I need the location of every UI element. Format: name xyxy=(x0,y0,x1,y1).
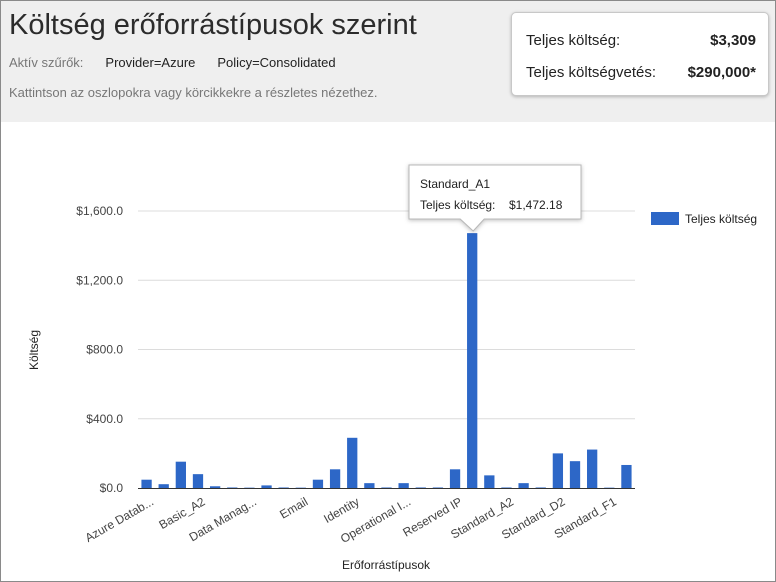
total-cost-value: $3,309 xyxy=(710,32,756,49)
y-axis-title: Költség xyxy=(27,330,41,370)
filter-policy[interactable]: Policy=Consolidated xyxy=(217,55,336,70)
y-tick-label: $800.0 xyxy=(86,343,123,357)
tooltip-label: Teljes költség: xyxy=(420,198,495,212)
total-budget-value: $290,000* xyxy=(687,64,756,81)
bar-series[interactable] xyxy=(141,233,632,489)
gridlines xyxy=(138,210,635,420)
bar[interactable] xyxy=(381,487,392,489)
cost-summary-card: Teljes költség: $3,309 Teljes költségvet… xyxy=(511,12,769,96)
y-axis-ticks: $0.0 $400.0 $800.0 $1,200.0 $1,600.0 xyxy=(76,204,123,495)
legend[interactable]: Teljes költség xyxy=(651,212,757,226)
bar[interactable] xyxy=(364,483,375,488)
x-tick-label: Email xyxy=(277,494,310,521)
bar[interactable] xyxy=(415,487,426,489)
bar[interactable] xyxy=(587,449,598,488)
bar[interactable] xyxy=(227,487,238,489)
y-tick-label: $1,600.0 xyxy=(76,204,123,218)
bar[interactable] xyxy=(278,487,289,489)
legend-label[interactable]: Teljes költség xyxy=(685,212,757,226)
bar[interactable] xyxy=(175,461,186,488)
bar[interactable] xyxy=(192,474,204,488)
bar[interactable] xyxy=(535,487,546,489)
drilldown-hint: Kattintson az oszlopokra vagy körcikkekr… xyxy=(9,85,378,100)
bar[interactable] xyxy=(501,487,512,489)
bar[interactable] xyxy=(552,453,564,488)
bar-tooltip: Standard_A1 Teljes költség: $1,472.18 xyxy=(408,164,582,232)
bar[interactable] xyxy=(261,485,272,488)
y-tick-label: $0.0 xyxy=(100,481,124,495)
bar[interactable] xyxy=(329,469,341,488)
tooltip-value: $1,472.18 xyxy=(509,198,563,212)
y-tick-label: $1,200.0 xyxy=(76,273,123,287)
bar[interactable] xyxy=(209,486,221,488)
tooltip-title: Standard_A1 xyxy=(420,177,490,191)
bar[interactable] xyxy=(467,233,478,488)
x-tick-label: Identity xyxy=(321,494,362,525)
bar[interactable] xyxy=(398,483,409,488)
legend-swatch[interactable] xyxy=(651,212,679,225)
active-filters: Aktív szűrők: Provider=Azure Policy=Consol… xyxy=(9,55,336,70)
active-filters-label: Aktív szűrők: xyxy=(9,55,84,70)
filter-provider[interactable]: Provider=Azure xyxy=(105,55,196,70)
page-title: Költség erőforrástípusok szerint xyxy=(9,9,417,41)
bar[interactable] xyxy=(518,483,529,488)
x-tick-label: Azure Datab... xyxy=(83,494,156,544)
x-axis-title: Erőforrástípusok xyxy=(342,558,431,572)
bar[interactable] xyxy=(158,484,169,488)
cost-bar-chart: $0.0 $400.0 $800.0 $1,200.0 $1,600.0 Azure D… xyxy=(27,164,757,572)
bar[interactable] xyxy=(347,437,358,488)
bar[interactable] xyxy=(569,461,581,488)
bar[interactable] xyxy=(141,479,152,488)
bar[interactable] xyxy=(312,479,324,488)
tooltip-box xyxy=(408,164,582,232)
bar[interactable] xyxy=(484,475,495,488)
total-budget-label: Teljes költségvetés: xyxy=(526,64,657,81)
bar[interactable] xyxy=(432,487,444,489)
y-tick-label: $400.0 xyxy=(86,412,123,426)
total-cost-label: Teljes költség: xyxy=(526,32,621,49)
bar[interactable] xyxy=(449,469,461,488)
bar[interactable] xyxy=(621,464,632,488)
